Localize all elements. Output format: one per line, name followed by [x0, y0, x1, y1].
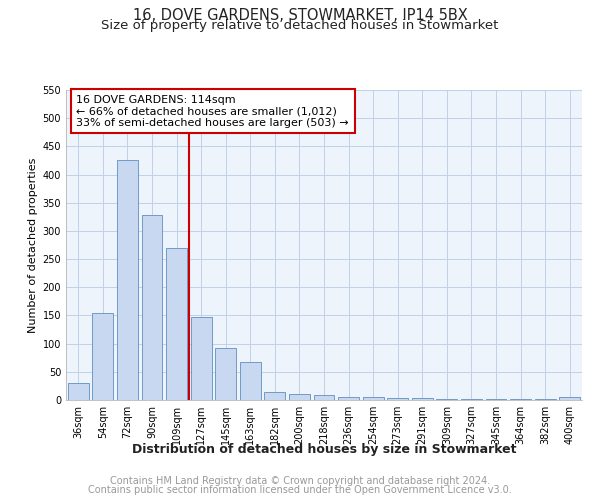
Bar	[436, 399, 457, 400]
Bar	[117, 160, 138, 400]
Text: 16, DOVE GARDENS, STOWMARKET, IP14 5BX: 16, DOVE GARDENS, STOWMARKET, IP14 5BX	[133, 8, 467, 22]
Bar	[142, 215, 163, 400]
Bar	[387, 398, 408, 400]
Bar	[412, 398, 433, 400]
Bar	[510, 399, 531, 400]
Bar	[240, 362, 261, 400]
Text: Contains HM Land Registry data © Crown copyright and database right 2024.: Contains HM Land Registry data © Crown c…	[110, 476, 490, 486]
Bar	[289, 394, 310, 400]
Bar	[92, 312, 113, 400]
Bar	[461, 399, 482, 400]
Y-axis label: Number of detached properties: Number of detached properties	[28, 158, 38, 332]
Bar	[314, 396, 334, 400]
Text: Distribution of detached houses by size in Stowmarket: Distribution of detached houses by size …	[132, 442, 516, 456]
Text: Contains public sector information licensed under the Open Government Licence v3: Contains public sector information licen…	[88, 485, 512, 495]
Bar	[485, 399, 506, 400]
Bar	[362, 397, 383, 400]
Text: Size of property relative to detached houses in Stowmarket: Size of property relative to detached ho…	[101, 19, 499, 32]
Bar	[338, 397, 359, 400]
Bar	[559, 397, 580, 400]
Bar	[191, 317, 212, 400]
Bar	[215, 348, 236, 400]
Text: 16 DOVE GARDENS: 114sqm
← 66% of detached houses are smaller (1,012)
33% of semi: 16 DOVE GARDENS: 114sqm ← 66% of detache…	[76, 94, 349, 128]
Bar	[68, 383, 89, 400]
Bar	[166, 248, 187, 400]
Bar	[265, 392, 286, 400]
